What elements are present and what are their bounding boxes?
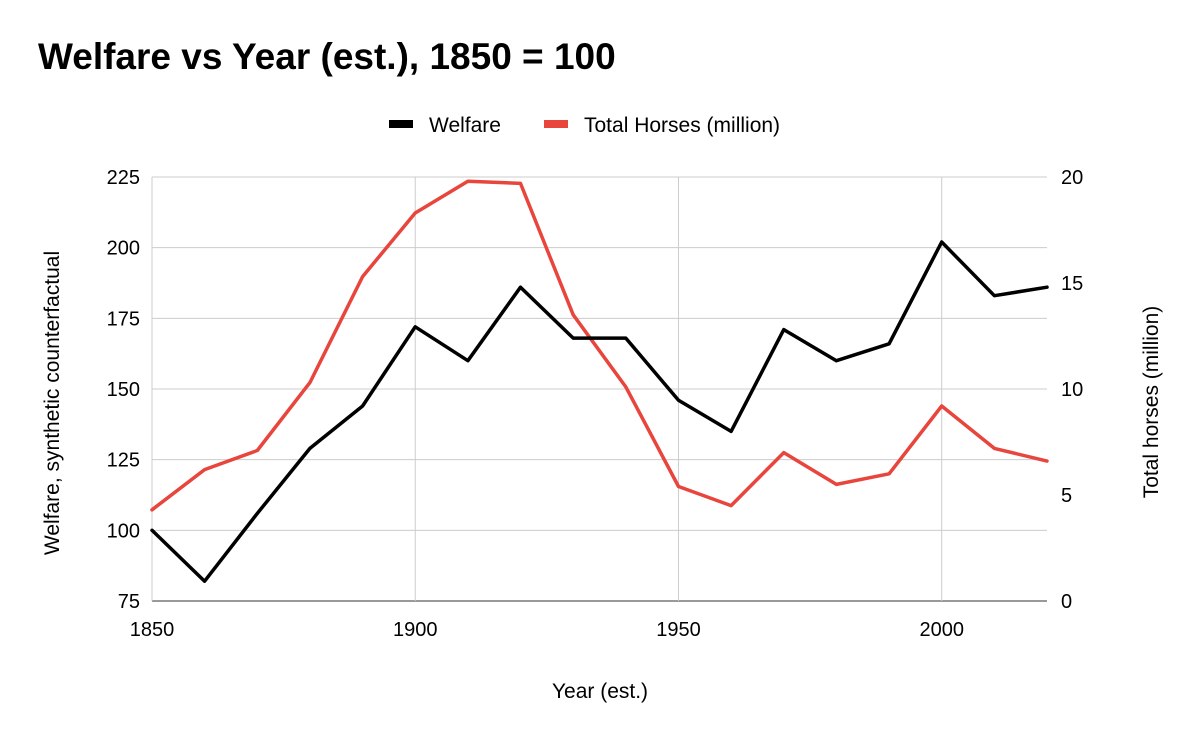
legend-label-welfare: Welfare (429, 114, 501, 137)
legend: Welfare Total Horses (million) (389, 114, 780, 137)
x-tick-label: 1950 (656, 619, 701, 641)
chart-title: Welfare vs Year (est.), 1850 = 100 (38, 36, 616, 77)
x-axis-label: Year (est.) (552, 680, 648, 703)
series-layer (150, 179, 1049, 583)
y-tick-label-left: 175 (107, 308, 140, 330)
grid (151, 176, 1047, 602)
y-tick-label-left: 75 (118, 591, 140, 613)
axis-tick-labels: 75 100 125 150 175 200 225 0 5 10 15 20 1850 1900 1950… (107, 167, 1084, 641)
y-tick-label-right: 15 (1061, 273, 1083, 295)
legend-swatch-horses (544, 120, 568, 128)
x-tick-label: 1850 (130, 619, 175, 641)
legend-label-horses: Total Horses (million) (584, 114, 780, 137)
y-tick-label-left: 225 (107, 167, 140, 189)
y-tick-label-right: 20 (1061, 167, 1083, 189)
y-axis-label-left: Welfare, synthetic counterfactual (41, 251, 64, 555)
y-tick-label-right: 0 (1061, 591, 1072, 613)
x-tick-label: 1900 (393, 619, 438, 641)
legend-swatch-welfare (389, 120, 413, 128)
y-tick-label-left: 125 (107, 450, 140, 472)
series-line-horses (150, 179, 1049, 512)
x-tick-label: 2000 (919, 619, 964, 641)
y-tick-label-left: 200 (107, 238, 140, 260)
y-tick-label-right: 5 (1061, 485, 1072, 507)
y-tick-label-right: 10 (1061, 379, 1083, 401)
y-tick-label-left: 150 (107, 379, 140, 401)
y-axis-label-right: Total horses (million) (1140, 306, 1163, 499)
y-tick-label-left: 100 (107, 520, 140, 542)
series-line-welfare (150, 240, 1049, 583)
